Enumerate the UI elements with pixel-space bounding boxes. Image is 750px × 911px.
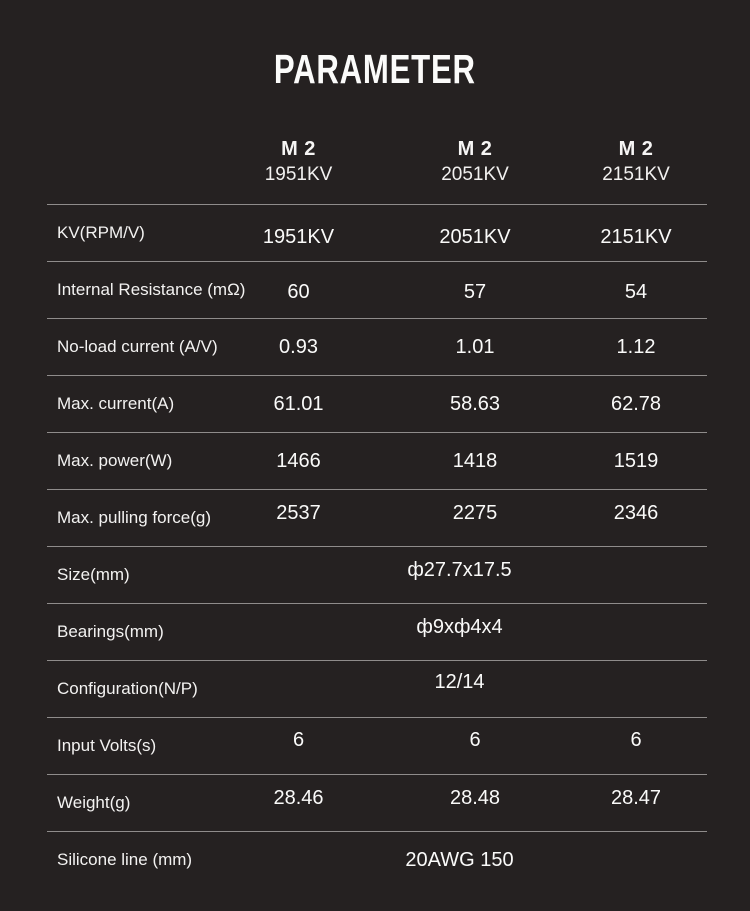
row-value: 28.46 [273, 786, 324, 809]
row-value: 28.48 [449, 786, 501, 809]
row-label: Max. pulling force(g) [57, 508, 212, 527]
row-value: 6 [630, 728, 642, 751]
row-value: 1519 [613, 449, 659, 472]
table-row-configuration: Configuration(N/P) 12/14 [47, 660, 707, 717]
row-value: 0.93 [279, 335, 318, 358]
row-value: 1418 [452, 449, 498, 472]
row-label: Weight(g) [57, 793, 131, 812]
row-value: 2537 [276, 501, 321, 524]
row-label: Configuration(N/P) [57, 679, 198, 698]
table-header-row: M 2 1951KV M 2 2051KV M 2 2151KV [47, 125, 707, 204]
table-row-silicone-line: Silicone line (mm) 20AWG 150 [47, 831, 707, 888]
row-value: 62.78 [610, 392, 662, 415]
row-label: Max. current(A) [57, 394, 175, 413]
row-label: Silicone line (mm) [57, 850, 193, 869]
table-row-bearings: Bearings(mm) ф9xф4x4 [47, 603, 707, 660]
row-value: 6 [292, 728, 305, 751]
model-name: M 2 [281, 137, 316, 160]
row-value: 61.01 [273, 392, 324, 415]
row-label: Size(mm) [57, 565, 130, 584]
column-header-m2-2051kv: M 2 2051KV [385, 138, 565, 192]
row-value-merged: ф27.7x17.5 [407, 558, 512, 581]
model-kv: 2151KV [602, 163, 670, 185]
row-value-merged: 20AWG 150 [405, 848, 514, 871]
row-label: Input Volts(s) [57, 736, 157, 755]
model-name: M 2 [457, 137, 493, 160]
table-row-no-load-current: No-load current (A/V) 0.93 1.01 1.12 [47, 318, 707, 375]
row-value: 2275 [452, 501, 498, 524]
row-value: 60 [287, 280, 310, 303]
table-row-max-pulling-force: Max. pulling force(g) 2537 2275 2346 [47, 489, 707, 546]
page-header: PARAMETER [0, 48, 750, 90]
row-value: 2051KV [439, 225, 511, 248]
row-value-merged: ф9xф4x4 [416, 615, 503, 638]
table-row-weight: Weight(g) 28.46 28.48 28.47 [47, 774, 707, 831]
model-name: M 2 [618, 137, 654, 160]
table-row-max-current: Max. current(A) 61.01 58.63 62.78 [47, 375, 707, 432]
row-value: 54 [624, 280, 648, 303]
row-label: KV(RPM/V) [57, 223, 145, 242]
column-header-m2-1951kv: M 2 1951KV [212, 138, 385, 192]
row-value: 1951KV [262, 225, 335, 248]
row-value: 6 [469, 728, 481, 751]
table-row-internal-resistance: Internal Resistance (mΩ) 60 57 54 [47, 261, 707, 318]
column-header-m2-2151kv: M 2 2151KV [565, 138, 707, 192]
table-row-max-power: Max. power(W) 1466 1418 1519 [47, 432, 707, 489]
table-row-input-volts: Input Volts(s) 6 6 6 [47, 717, 707, 774]
row-value: 1466 [276, 449, 321, 472]
row-label: No-load current (A/V) [57, 337, 218, 356]
row-value: 1.01 [455, 335, 495, 358]
table-row-size: Size(mm) ф27.7x17.5 [47, 546, 707, 603]
row-value: 2346 [613, 501, 659, 524]
row-value: 2151KV [600, 225, 672, 248]
row-value-merged: 12/14 [434, 670, 485, 693]
parameter-table: M 2 1951KV M 2 2051KV M 2 2151KV KV(RPM/… [47, 125, 707, 888]
table-row-kv: KV(RPM/V) 1951KV 2051KV 2151KV [47, 204, 707, 261]
row-value: 58.63 [449, 392, 501, 415]
page-title: PARAMETER [274, 46, 476, 92]
row-value: 1.12 [616, 335, 656, 358]
row-label: Bearings(mm) [57, 622, 164, 641]
model-kv: 2051KV [441, 163, 509, 185]
row-value: 28.47 [610, 786, 662, 809]
row-label: Max. power(W) [57, 451, 173, 470]
row-value: 57 [463, 280, 487, 303]
row-label: Internal Resistance (mΩ) [57, 280, 246, 299]
model-kv: 1951KV [264, 163, 333, 185]
